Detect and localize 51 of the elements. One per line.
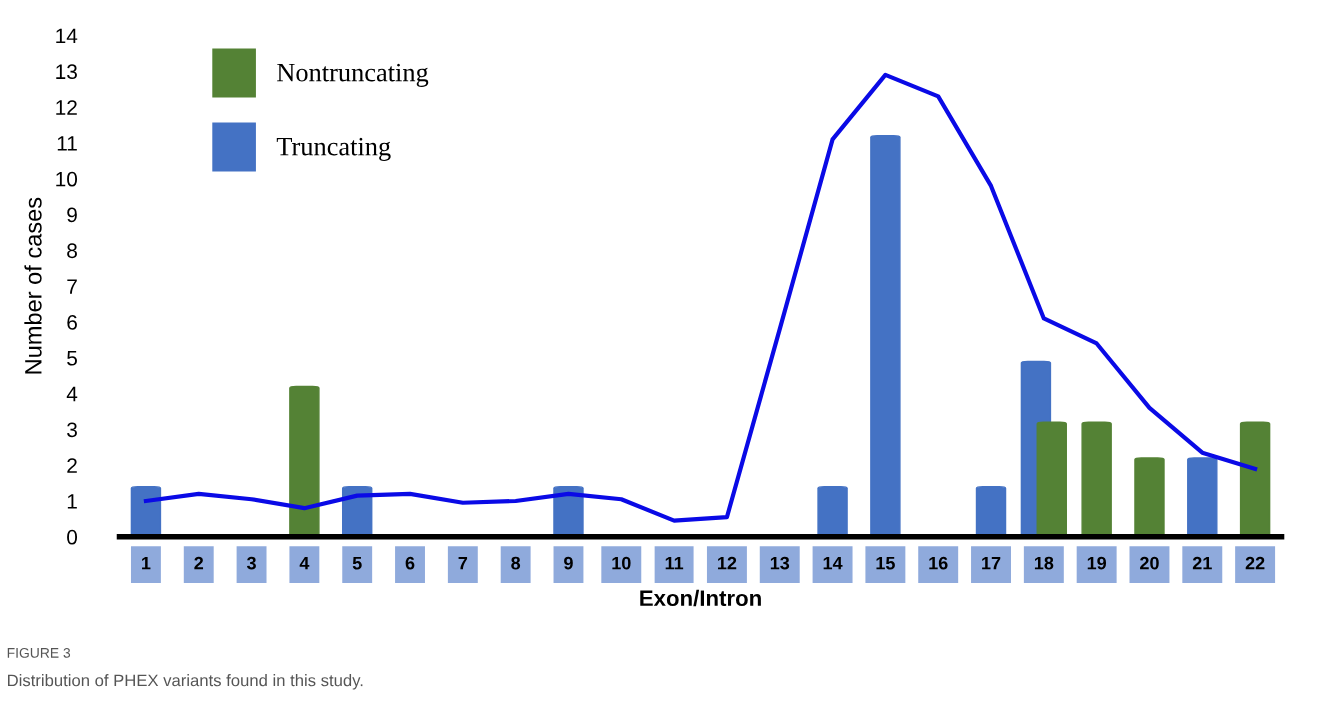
y-tick-label: 8 <box>67 243 77 259</box>
bar <box>1134 457 1165 537</box>
x-tick-label: 17 <box>982 556 1001 570</box>
x-tick-label: 18 <box>1034 556 1054 570</box>
x-axis-title: Exon/Intron <box>640 589 761 607</box>
y-tick-label: 11 <box>57 136 77 151</box>
x-tick-label: 11 <box>665 556 684 570</box>
y-tick-label: 13 <box>56 64 77 80</box>
y-tick-label: 1 <box>67 494 77 509</box>
caption: FIGURE 3 <box>7 647 71 658</box>
x-tick-label: 6 <box>405 556 415 570</box>
y-tick-label: 6 <box>67 314 77 330</box>
x-tick-label: 2 <box>194 556 204 570</box>
bar <box>1187 457 1218 537</box>
x-tick-label: 20 <box>1140 556 1159 570</box>
y-tick-label: 5 <box>67 351 77 366</box>
bar <box>1239 421 1271 537</box>
y-tick-label: 0 <box>67 529 78 545</box>
y-tick-label: 14 <box>56 28 78 44</box>
y-tick-label: 9 <box>67 207 77 223</box>
y-tick-label: 3 <box>67 422 77 438</box>
x-tick-label: 9 <box>564 556 573 570</box>
x-tick-label: 3 <box>246 556 256 570</box>
x-tick-label: 13 <box>770 556 790 570</box>
legend-label: Nontruncating <box>277 63 429 87</box>
x-tick-label: 14 <box>823 556 843 570</box>
text: Distribution of PHEX variants found in this study. <box>8 674 363 690</box>
y-tick-label: 7 <box>67 279 77 294</box>
y-tick-label: 2 <box>67 458 77 473</box>
legend-label: Truncating <box>276 137 391 161</box>
bar <box>1081 421 1112 537</box>
x-tick-label: 10 <box>612 556 631 570</box>
bar <box>817 485 848 537</box>
x-tick-label: 4 <box>299 556 310 570</box>
x-tick-label: 15 <box>876 556 895 570</box>
bar <box>289 385 320 537</box>
bar <box>870 135 901 537</box>
x-tick-label: 5 <box>352 556 362 570</box>
x-tick-label: 7 <box>458 556 468 570</box>
y-axis-title: Number of cases <box>24 197 42 374</box>
y-tick-label: 4 <box>66 386 78 402</box>
bar <box>975 485 1007 537</box>
x-tick-label: 22 <box>1245 556 1265 570</box>
x-tick-label: 16 <box>929 556 948 570</box>
x-tick-label: 19 <box>1087 556 1107 570</box>
y-tick-label: 10 <box>56 171 78 187</box>
y-tick-label: 12 <box>56 100 77 115</box>
x-tick-label: 21 <box>1192 556 1212 570</box>
x-tick-label: 1 <box>142 556 151 570</box>
x-tick-label: 8 <box>511 556 521 570</box>
x-tick-label: 12 <box>718 556 737 570</box>
